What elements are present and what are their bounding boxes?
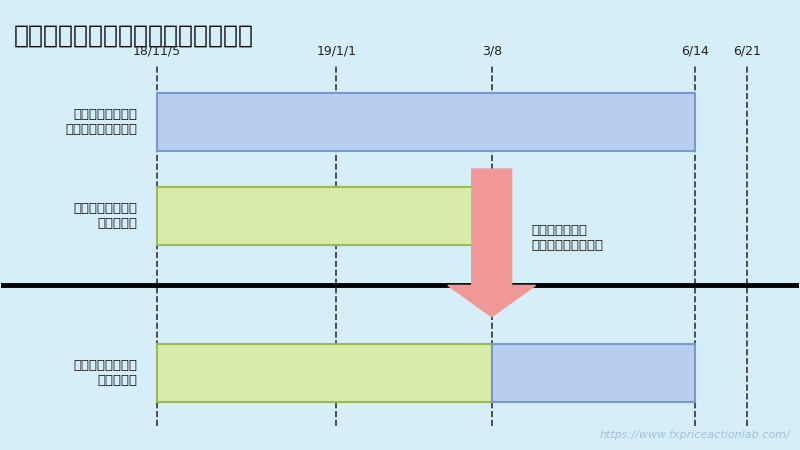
Text: 19/1/1: 19/1/1 <box>316 44 356 57</box>
Text: データセンターに
インポート済の期間: データセンターに インポート済の期間 <box>65 108 137 136</box>
Text: 18/11/5: 18/11/5 <box>133 44 181 57</box>
Text: https://www.fxpriceactionlab.com/: https://www.fxpriceactionlab.com/ <box>600 430 790 440</box>
Bar <box>492 343 695 402</box>
Bar <box>157 187 492 245</box>
Text: 3/8: 3/8 <box>482 44 502 57</box>
Bar <box>157 93 695 151</box>
Text: ケース２のパターン：特に問題なし: ケース２のパターン：特に問題なし <box>14 24 254 48</box>
Text: 6/21: 6/21 <box>733 44 761 57</box>
Bar <box>157 343 492 402</box>
Polygon shape <box>448 169 535 317</box>
Text: プロジェクト期間
（追加前）: プロジェクト期間 （追加前） <box>73 202 137 230</box>
Text: プロジェクト期間
（追加後）: プロジェクト期間 （追加後） <box>73 359 137 387</box>
Text: 6/14: 6/14 <box>681 44 709 57</box>
Text: インポート済の
データが追加される: インポート済の データが追加される <box>531 225 603 252</box>
